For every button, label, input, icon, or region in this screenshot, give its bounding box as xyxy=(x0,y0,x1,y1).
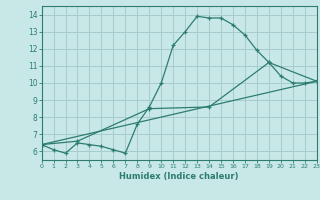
X-axis label: Humidex (Indice chaleur): Humidex (Indice chaleur) xyxy=(119,172,239,181)
